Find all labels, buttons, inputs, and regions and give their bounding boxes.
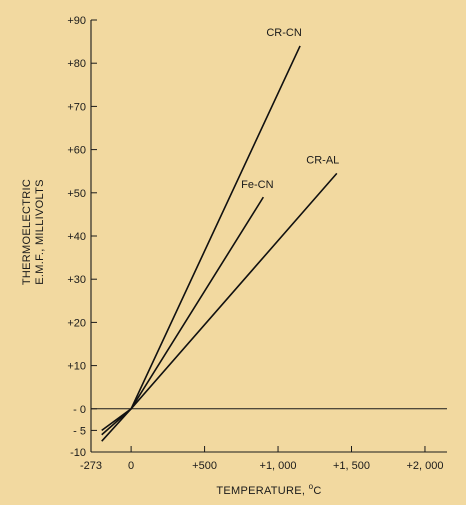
series-label: CR-CN [266,27,301,39]
x-tick-label: +500 [192,460,217,472]
y-tick-label: +10 [67,361,86,373]
y-tick-label: - 5 [73,425,86,437]
x-axis-title-text: TEMPERATURE, [216,485,308,497]
y-tick-label: +40 [67,231,86,243]
x-tick-label: +2, 000 [406,460,443,472]
x-axis-title: TEMPERATURE, oC [216,482,321,497]
y-tick-label: - 0 [73,404,86,416]
y-tick-label: +20 [67,317,86,329]
series-line-cr-al [101,172,338,436]
x-tick-label: -273 [80,460,102,472]
series-line-cr-cn [101,45,301,432]
y-tick-label: +90 [67,15,86,27]
x-tick-label: +1, 000 [260,460,297,472]
y-tick-label: +70 [67,101,86,113]
x-tick-label: +1, 500 [333,460,370,472]
x-tick-label: 0 [128,460,134,472]
series-label: CR-AL [306,154,339,166]
x-axis-unit: C [313,485,321,497]
y-axis-title-line2: E.M.F., MILLIVOLTS [34,179,46,284]
series-line-fe-cn [101,196,265,442]
y-tick-label: +60 [67,145,86,157]
y-tick-label: +80 [67,58,86,70]
y-tick-label: +30 [67,274,86,286]
degree-symbol: o [309,482,314,491]
series-label: Fe-CN [241,179,273,191]
y-tick-label: +50 [67,188,86,200]
y-axis-title-line1: THERMOELECTRIC [21,179,33,285]
y-tick-label: -10 [70,447,86,459]
